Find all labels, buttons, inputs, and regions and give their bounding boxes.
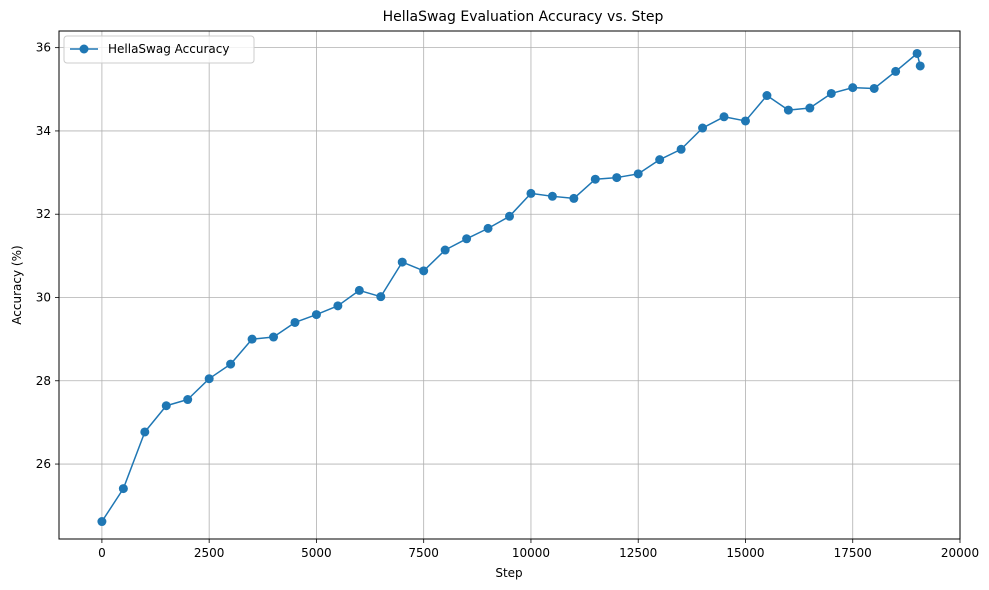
y-tick-label: 28 bbox=[36, 374, 51, 388]
legend: HellaSwag Accuracy bbox=[63, 35, 255, 64]
data-point bbox=[848, 83, 858, 93]
data-point bbox=[483, 223, 493, 233]
legend-label: HellaSwag Accuracy bbox=[108, 42, 229, 56]
data-point bbox=[915, 61, 925, 71]
x-axis-label: Step bbox=[495, 566, 522, 580]
data-point bbox=[269, 332, 279, 342]
data-point bbox=[826, 88, 836, 98]
data-point bbox=[590, 174, 600, 184]
data-point bbox=[118, 484, 128, 494]
data-point bbox=[869, 83, 879, 93]
y-tick-label: 36 bbox=[36, 41, 51, 55]
data-point bbox=[333, 301, 343, 311]
chart-title: HellaSwag Evaluation Accuracy vs. Step bbox=[383, 9, 664, 25]
x-tick-label: 20000 bbox=[941, 546, 979, 560]
data-point bbox=[569, 193, 579, 203]
y-axis: 26 28 30 32 34 36 bbox=[36, 41, 59, 471]
x-tick-label: 12500 bbox=[619, 546, 657, 560]
x-tick-label: 17500 bbox=[834, 546, 872, 560]
data-point bbox=[440, 245, 450, 255]
data-point bbox=[354, 285, 364, 295]
data-point bbox=[505, 211, 514, 221]
y-tick-label: 26 bbox=[36, 457, 51, 471]
data-point bbox=[740, 116, 750, 126]
plot-area-border bbox=[58, 30, 961, 540]
x-tick-label: 7500 bbox=[408, 546, 439, 560]
data-point bbox=[226, 359, 236, 369]
data-point bbox=[612, 173, 622, 183]
data-point bbox=[419, 266, 429, 276]
y-tick-label: 34 bbox=[36, 124, 51, 138]
legend-box bbox=[63, 35, 255, 64]
x-tick-label: 5000 bbox=[301, 546, 332, 560]
data-point bbox=[891, 66, 901, 76]
data-point bbox=[719, 112, 729, 122]
data-point bbox=[161, 401, 171, 411]
series-layer bbox=[97, 48, 925, 527]
data-point bbox=[140, 427, 150, 437]
data-point bbox=[698, 123, 708, 133]
x-axis: 0 2500 5000 7500 10000 12500 15000 17500 20000 bbox=[98, 539, 979, 560]
y-tick-label: 32 bbox=[36, 207, 51, 221]
data-point bbox=[397, 257, 407, 267]
data-point bbox=[912, 48, 922, 58]
data-point bbox=[97, 517, 107, 527]
data-point bbox=[526, 188, 536, 198]
data-point bbox=[676, 144, 686, 154]
data-point bbox=[655, 155, 665, 165]
data-point bbox=[547, 191, 557, 201]
data-point bbox=[376, 292, 386, 302]
data-point bbox=[462, 234, 472, 244]
data-point bbox=[204, 374, 214, 384]
x-tick-label: 0 bbox=[98, 546, 106, 560]
data-point bbox=[633, 169, 643, 179]
x-tick-label: 15000 bbox=[726, 546, 764, 560]
data-point bbox=[290, 317, 300, 327]
data-point bbox=[247, 334, 257, 344]
data-point bbox=[183, 395, 193, 405]
data-point bbox=[311, 310, 321, 320]
x-tick-label: 10000 bbox=[512, 546, 550, 560]
x-tick-label: 2500 bbox=[194, 546, 225, 560]
series-line bbox=[101, 52, 921, 522]
data-point bbox=[783, 105, 793, 115]
data-point bbox=[805, 103, 815, 113]
data-point bbox=[762, 91, 772, 101]
y-axis-label: Accuracy (%) bbox=[10, 245, 24, 324]
y-tick-label: 30 bbox=[36, 290, 51, 304]
legend-marker-swatch bbox=[79, 44, 89, 54]
